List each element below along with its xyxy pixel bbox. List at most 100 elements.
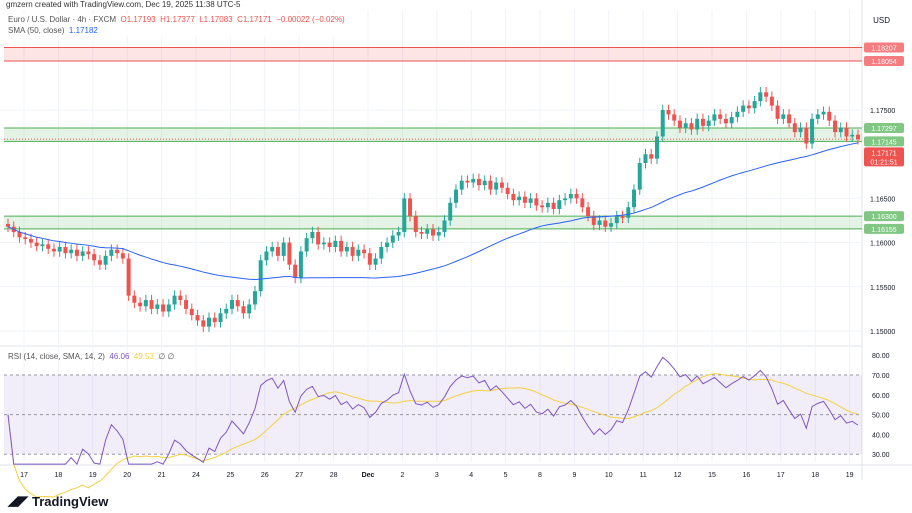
candle-body	[683, 123, 688, 128]
candle	[69, 244, 74, 259]
candle	[57, 241, 62, 257]
candle	[448, 197, 453, 226]
candle-body	[511, 193, 516, 201]
candle-body	[155, 304, 160, 309]
rsi-value: 46.06	[109, 352, 130, 361]
candle	[735, 106, 740, 123]
candle	[287, 237, 292, 271]
candle	[258, 254, 263, 297]
date-tick-label: 12	[674, 472, 682, 479]
candle-body	[316, 231, 321, 245]
candle	[270, 241, 275, 257]
candle-body	[109, 249, 114, 256]
candle-body	[385, 242, 390, 248]
candle	[741, 100, 746, 118]
candle	[459, 175, 464, 195]
candle-body	[333, 240, 338, 248]
candle	[476, 173, 481, 191]
symbol-name[interactable]: Euro / U.S. Dollar · 4h · FXCM	[8, 15, 117, 24]
candle	[310, 226, 315, 244]
candle-body	[229, 300, 234, 309]
candle	[666, 104, 671, 120]
candle	[499, 177, 504, 194]
last-price-tag	[864, 147, 904, 167]
candle	[281, 237, 286, 262]
date-tick-label: 21	[158, 472, 166, 479]
level-price-label: 1.17297	[871, 126, 896, 133]
candle	[80, 246, 85, 262]
candle-body	[787, 114, 792, 124]
candle-body	[419, 231, 424, 234]
candle-body	[115, 249, 120, 254]
candle-body	[586, 207, 591, 217]
date-tick-label: 16	[743, 472, 751, 479]
candle-body	[505, 187, 510, 194]
date-tick-label: 8	[538, 472, 542, 479]
rsi-extra: ∅ ∅	[158, 352, 175, 361]
candle-body	[781, 114, 786, 119]
rsi-line	[7, 356, 859, 466]
candle-body	[235, 300, 240, 307]
candle-body	[827, 111, 832, 121]
candle	[293, 259, 298, 284]
candle	[614, 210, 619, 229]
candle-body	[672, 114, 677, 121]
level-price-label: 1.18207	[871, 46, 896, 53]
candle	[143, 294, 148, 312]
candle	[46, 239, 51, 255]
high-value: H1.17377	[160, 15, 195, 24]
candle	[815, 109, 820, 125]
candle	[419, 226, 424, 240]
level-price-tag	[864, 211, 904, 222]
candle-body	[528, 198, 533, 203]
candle	[218, 308, 223, 328]
candle	[316, 226, 321, 250]
candle	[161, 299, 166, 317]
candle-body	[551, 202, 556, 210]
candle	[252, 285, 257, 310]
candle	[229, 294, 234, 315]
candle-body	[57, 247, 62, 252]
level-price-tag	[864, 42, 904, 53]
candle-body	[666, 110, 671, 115]
candle	[649, 148, 654, 164]
candle-body	[339, 240, 344, 252]
candle-body	[769, 96, 774, 106]
candle	[769, 91, 774, 111]
candle	[775, 100, 780, 125]
rsi-tick-label: 80.00	[872, 353, 890, 360]
candle-body	[161, 304, 166, 312]
candle	[327, 237, 332, 253]
candle	[723, 113, 728, 129]
candle	[700, 113, 705, 132]
candle	[764, 87, 769, 103]
candle	[115, 244, 120, 259]
rsi-tick-label: 30.00	[872, 452, 890, 459]
currency-label[interactable]: USD	[873, 16, 890, 25]
candle	[528, 193, 533, 209]
candle-body	[327, 242, 332, 248]
sma-label[interactable]: SMA (50, close)	[8, 26, 65, 35]
date-tick-label: 5	[504, 472, 508, 479]
candle-body	[17, 231, 22, 238]
candle-body	[178, 295, 183, 301]
price-tick-label: 1.17500	[870, 108, 895, 115]
rsi-label[interactable]: RSI (14, close, SMA, 14, 2)	[8, 352, 105, 361]
rsi-tick-label: 70.00	[872, 373, 890, 380]
candle-body	[413, 216, 418, 232]
level-price-tag	[864, 122, 904, 133]
candle	[207, 312, 212, 332]
candle	[442, 215, 447, 238]
change-value: −0.00022 (−0.02%)	[276, 15, 345, 24]
candle	[689, 117, 694, 135]
candle	[626, 201, 631, 224]
candle-body	[258, 260, 263, 292]
candle-body	[86, 251, 91, 255]
rsi-tick-label: 40.00	[872, 432, 890, 439]
candle-body	[350, 247, 355, 256]
candle-body	[51, 248, 56, 252]
candle	[706, 115, 711, 132]
tradingview-logo: ◢◤ TradingView	[8, 493, 108, 509]
candle	[534, 193, 539, 211]
